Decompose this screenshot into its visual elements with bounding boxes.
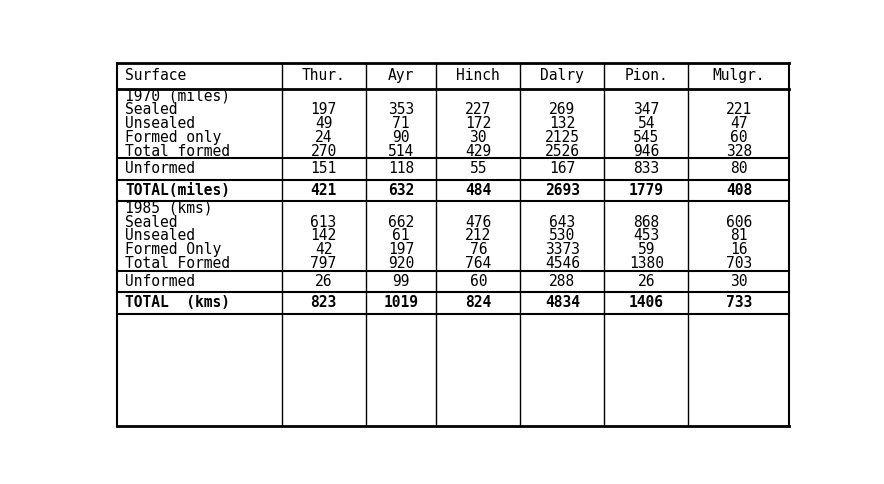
Text: Unsealed: Unsealed [125, 116, 194, 131]
Text: 99: 99 [392, 274, 409, 289]
Text: 824: 824 [465, 295, 492, 310]
Text: 30: 30 [730, 274, 748, 289]
Text: 703: 703 [726, 256, 752, 271]
Text: 514: 514 [388, 144, 414, 159]
Text: 197: 197 [310, 102, 337, 117]
Text: 142: 142 [310, 228, 337, 243]
Text: 118: 118 [388, 162, 414, 177]
Text: 328: 328 [726, 144, 752, 159]
Text: 47: 47 [730, 116, 748, 131]
Text: 60: 60 [730, 130, 748, 145]
Text: Total Formed: Total Formed [125, 256, 230, 271]
Text: 1019: 1019 [384, 295, 418, 310]
Text: 132: 132 [549, 116, 575, 131]
Text: 167: 167 [549, 162, 575, 177]
Text: 2125: 2125 [545, 130, 580, 145]
Text: 662: 662 [388, 214, 414, 229]
Text: 1406: 1406 [629, 295, 664, 310]
Text: Sealed: Sealed [125, 214, 178, 229]
Text: 61: 61 [392, 228, 409, 243]
Text: 764: 764 [465, 256, 492, 271]
Text: 30: 30 [469, 130, 487, 145]
Text: Unformed: Unformed [125, 162, 194, 177]
Text: 347: 347 [633, 102, 659, 117]
Text: 24: 24 [315, 130, 332, 145]
Text: 1970 (miles): 1970 (miles) [125, 88, 230, 103]
Text: 270: 270 [310, 144, 337, 159]
Text: 421: 421 [310, 183, 337, 198]
Text: 613: 613 [310, 214, 337, 229]
Text: 151: 151 [310, 162, 337, 177]
Text: 221: 221 [726, 102, 752, 117]
Text: 353: 353 [388, 102, 414, 117]
Text: 90: 90 [392, 130, 409, 145]
Text: 823: 823 [310, 295, 337, 310]
Text: 920: 920 [388, 256, 414, 271]
Text: TOTAL(miles): TOTAL(miles) [125, 183, 230, 198]
Text: 453: 453 [633, 228, 659, 243]
Text: 59: 59 [637, 242, 655, 257]
Text: TOTAL  (kms): TOTAL (kms) [125, 295, 230, 310]
Text: 429: 429 [465, 144, 492, 159]
Text: 476: 476 [465, 214, 492, 229]
Text: 733: 733 [726, 295, 752, 310]
Text: 227: 227 [465, 102, 492, 117]
Text: Pion.: Pion. [625, 68, 668, 83]
Text: 797: 797 [310, 256, 337, 271]
Text: 545: 545 [633, 130, 659, 145]
Text: 1380: 1380 [629, 256, 664, 271]
Text: 212: 212 [465, 228, 492, 243]
Text: 172: 172 [465, 116, 492, 131]
Text: 833: 833 [633, 162, 659, 177]
Text: 1779: 1779 [629, 183, 664, 198]
Text: 60: 60 [469, 274, 487, 289]
Text: 26: 26 [637, 274, 655, 289]
Text: 4834: 4834 [545, 295, 580, 310]
Text: 26: 26 [315, 274, 332, 289]
Text: 269: 269 [549, 102, 575, 117]
Text: 80: 80 [730, 162, 748, 177]
Text: 643: 643 [549, 214, 575, 229]
Text: 76: 76 [469, 242, 487, 257]
Text: Ayr: Ayr [388, 68, 414, 83]
Text: 2526: 2526 [545, 144, 580, 159]
Text: Sealed: Sealed [125, 102, 178, 117]
Text: Thur.: Thur. [301, 68, 346, 83]
Text: 4546: 4546 [545, 256, 580, 271]
Text: 49: 49 [315, 116, 332, 131]
Text: 530: 530 [549, 228, 575, 243]
Text: 71: 71 [392, 116, 409, 131]
Text: 3373: 3373 [545, 242, 580, 257]
Text: Unformed: Unformed [125, 274, 194, 289]
Text: 16: 16 [730, 242, 748, 257]
Text: Mulgr.: Mulgr. [713, 68, 766, 83]
Text: Dalry: Dalry [540, 68, 584, 83]
Text: 606: 606 [726, 214, 752, 229]
Text: 81: 81 [730, 228, 748, 243]
Text: Formed Only: Formed Only [125, 242, 221, 257]
Text: 484: 484 [465, 183, 492, 198]
Text: 55: 55 [469, 162, 487, 177]
Text: 868: 868 [633, 214, 659, 229]
Text: 408: 408 [726, 183, 752, 198]
Text: Surface: Surface [125, 68, 187, 83]
Text: 288: 288 [549, 274, 575, 289]
Text: Total formed: Total formed [125, 144, 230, 159]
Text: Formed only: Formed only [125, 130, 221, 145]
Text: Hinch: Hinch [456, 68, 500, 83]
Text: 42: 42 [315, 242, 332, 257]
Text: Unsealed: Unsealed [125, 228, 194, 243]
Text: 2693: 2693 [545, 183, 580, 198]
Text: 632: 632 [388, 183, 414, 198]
Text: 197: 197 [388, 242, 414, 257]
Text: 1985 (kms): 1985 (kms) [125, 201, 212, 216]
Text: 54: 54 [637, 116, 655, 131]
Text: 946: 946 [633, 144, 659, 159]
